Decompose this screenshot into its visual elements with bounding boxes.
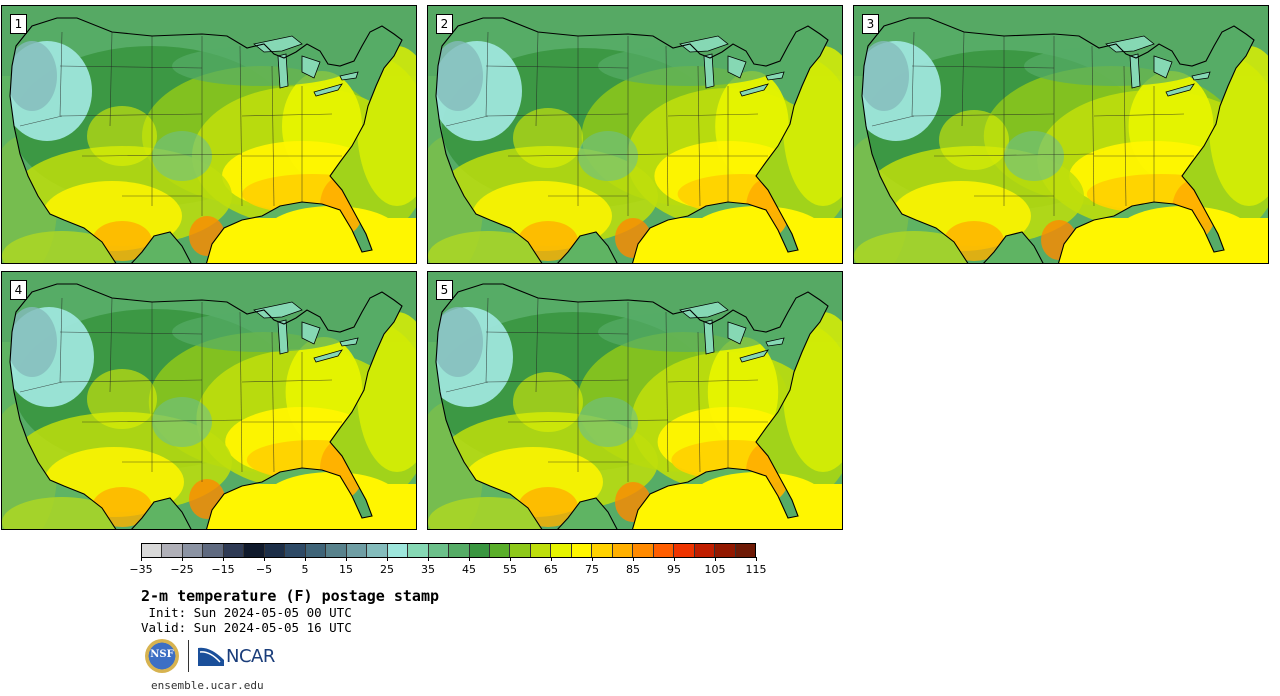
colorbar-tick-mark [346, 557, 347, 561]
colorbar-tick-label: −5 [255, 563, 273, 576]
colorbar-swatch [551, 544, 572, 557]
colorbar-swatch [674, 544, 695, 557]
colorbar-tick-mark [223, 557, 224, 561]
panel-number-label: 2 [436, 14, 453, 34]
colorbar-swatch [449, 544, 470, 557]
colorbar-swatch [592, 544, 613, 557]
map-panel-2: 2 [427, 5, 843, 264]
colorbar-tick-mark [715, 557, 716, 561]
colorbar-swatch [387, 544, 409, 557]
colorbar-swatch [285, 544, 306, 557]
colorbar-tick-label: 45 [462, 563, 476, 576]
panel-number-label: 4 [10, 280, 27, 300]
colorbar-tick-mark [592, 557, 593, 561]
colorbar-tick-label: −35 [129, 563, 153, 576]
colorbar-tick-mark [469, 557, 470, 561]
colorbar-tick-mark [633, 557, 634, 561]
colorbar-tick-label: 65 [544, 563, 558, 576]
valid-time: Valid: Sun 2024-05-05 16 UTC [141, 620, 352, 635]
colorbar-swatch [735, 544, 756, 557]
colorbar-swatch [530, 544, 552, 557]
colorbar-swatch [694, 544, 716, 557]
nsf-logo-text: NSF [150, 649, 174, 660]
ncar-logo-text: NCAR [226, 645, 275, 667]
map-panel-5: 5 [427, 271, 843, 530]
nsf-logo-icon: NSF [145, 639, 179, 673]
colorbar-tick-mark [387, 557, 388, 561]
colorbar-tick-label: 55 [503, 563, 517, 576]
colorbar-tick-label: 15 [339, 563, 353, 576]
colorbar-swatch [367, 544, 388, 557]
panel-number-label: 1 [10, 14, 27, 34]
colorbar-tick-label: 75 [585, 563, 599, 576]
colorbar-swatch [203, 544, 224, 557]
colorbar-tick-mark [551, 557, 552, 561]
logo-strip: NSF NCAR [145, 638, 275, 674]
colorbar-tick-label: 35 [421, 563, 435, 576]
colorbar-swatch [571, 544, 593, 557]
colorbar-tick-label: 25 [380, 563, 394, 576]
colorbar-swatch [469, 544, 490, 557]
colorbar-swatch [244, 544, 265, 557]
colorbar-tick-mark [305, 557, 306, 561]
colorbar-tick-label: −25 [170, 563, 194, 576]
panel-number-label: 3 [862, 14, 879, 34]
panel-number-label: 5 [436, 280, 453, 300]
colorbar-tick-label: 5 [301, 563, 309, 576]
colorbar-tick-label: 85 [626, 563, 640, 576]
colorbar-swatch [408, 544, 429, 557]
colorbar-swatch [633, 544, 654, 557]
colorbar-swatch [305, 544, 327, 557]
colorbar-tick-mark [510, 557, 511, 561]
colorbar-swatch [223, 544, 245, 557]
temperature-colorbar [141, 543, 756, 558]
map-panel-4: 4 [1, 271, 417, 530]
colorbar-ticks: −35 −25 −15 −5 5 15 25 35 45 55 65 75 85 95 105 115 [129, 557, 767, 579]
colorbar-swatch [489, 544, 511, 557]
colorbar-tick-label: 95 [667, 563, 681, 576]
site-url: ensemble.ucar.edu [151, 679, 264, 692]
colorbar-swatch [428, 544, 450, 557]
colorbar-swatch [346, 544, 368, 557]
colorbar-swatch [162, 544, 183, 557]
colorbar-swatch [142, 544, 163, 557]
colorbar-tick-mark [674, 557, 675, 561]
colorbar-swatch [612, 544, 634, 557]
init-time: Init: Sun 2024-05-05 00 UTC [141, 605, 352, 620]
ncar-logo-icon [198, 647, 224, 666]
colorbar-tick-mark [428, 557, 429, 561]
colorbar-tick-mark [264, 557, 265, 561]
colorbar-swatch [653, 544, 675, 557]
colorbar-tick-mark [182, 557, 183, 561]
colorbar-swatch [326, 544, 347, 557]
colorbar-swatch [715, 544, 736, 557]
map-panel-1: 1 [1, 5, 417, 264]
map-panel-3: 3 [853, 5, 1269, 264]
plot-title: 2-m temperature (F) postage stamp [141, 587, 440, 605]
colorbar-tick-mark [756, 557, 757, 561]
colorbar-tick-mark [141, 557, 142, 561]
colorbar-tick-label: 105 [704, 563, 726, 576]
colorbar-tick-label: 115 [745, 563, 767, 576]
colorbar-swatch [182, 544, 204, 557]
colorbar-tick-label: −15 [211, 563, 235, 576]
logo-divider [188, 640, 189, 672]
colorbar-swatch [264, 544, 286, 557]
colorbar-swatch [510, 544, 531, 557]
